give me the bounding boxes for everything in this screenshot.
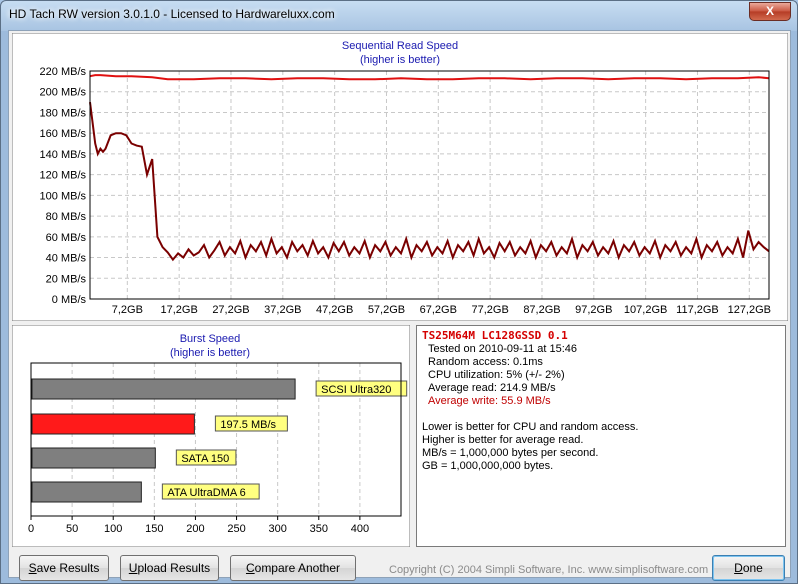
read-chart-frame [12, 33, 788, 321]
read-xtick-label: 7,2GB [112, 304, 143, 316]
cpu-utilization: CPU utilization: 5% (+/- 2%) [428, 369, 565, 381]
note-mbs-definition: MB/s = 1,000,000 bytes per second. [422, 447, 599, 459]
read-xtick-label: 97,2GB [575, 304, 612, 316]
burst-chart-frame [12, 325, 410, 547]
read-ytick-label: 80 MB/s [46, 211, 87, 223]
done-label: one [742, 561, 763, 575]
compare-drive-button[interactable]: Compare Another Drive [230, 555, 356, 581]
write-speed-line [89, 101, 770, 262]
burst-bar-label: SATA 150 [181, 453, 229, 465]
upload-results-button[interactable]: Upload Results [120, 555, 219, 581]
burst-xtick-label: 300 [268, 523, 286, 535]
save-accel: S [28, 561, 37, 575]
read-ytick-label: 0 MB/s [52, 294, 87, 306]
burst-bar [31, 447, 156, 469]
burst-xtick-label: 50 [66, 523, 78, 535]
read-ytick-label: 220 MB/s [40, 66, 87, 78]
read-ytick-label: 40 MB/s [46, 253, 87, 265]
read-xtick-label: 67,2GB [420, 304, 457, 316]
read-xtick-label: 117,2GB [676, 304, 719, 316]
burst-label-box [214, 415, 288, 432]
read-xtick-label: 127,2GB [728, 304, 771, 316]
read-ytick-label: 160 MB/s [40, 128, 87, 140]
burst-label-box [315, 380, 408, 397]
title-bar[interactable]: HD Tach RW version 3.0.1.0 - Licensed to… [1, 1, 797, 29]
burst-bar [31, 413, 195, 435]
read-chart-title: Sequential Read Speed [342, 40, 458, 52]
average-read: Average read: 214.9 MB/s [428, 382, 556, 394]
burst-label-box [175, 449, 237, 466]
close-button[interactable]: X [749, 2, 791, 21]
drive-info-panel: TS25M64M LC128GSSD 0.1 Tested on 2010-09… [416, 325, 786, 547]
burst-label-box [161, 483, 260, 500]
done-button[interactable]: Done [712, 555, 785, 581]
read-xtick-label: 47,2GB [316, 304, 353, 316]
burst-xtick-label: 150 [145, 523, 163, 535]
read-speed-line [89, 74, 770, 81]
burst-bar-label: SCSI Ultra320 [321, 384, 391, 396]
done-accel: D [734, 561, 743, 575]
read-ytick-label: 140 MB/s [40, 149, 87, 161]
burst-xtick-label: 200 [186, 523, 204, 535]
read-xtick-label: 17,2GB [160, 304, 197, 316]
compare-accel: C [245, 561, 255, 575]
burst-bar-label: 197.5 MB/s [220, 419, 276, 431]
read-xtick-label: 27,2GB [212, 304, 249, 316]
read-chart-subtitle: (higher is better) [360, 54, 440, 66]
drive-name: TS25M64M LC128GSSD 0.1 [422, 329, 568, 342]
burst-bar [31, 378, 296, 400]
burst-xtick-label: 0 [28, 523, 34, 535]
upload-label: pload Results [137, 561, 211, 575]
read-xtick-label: 77,2GB [471, 304, 508, 316]
tested-on: Tested on 2010-09-11 at 15:46 [428, 343, 578, 355]
read-xtick-label: 107,2GB [624, 304, 667, 316]
read-xtick-label: 87,2GB [523, 304, 560, 316]
burst-plot-area [30, 362, 402, 517]
burst-chart-subtitle: (higher is better) [170, 347, 250, 359]
note-lower-better: Lower is better for CPU and random acces… [422, 421, 639, 433]
read-ytick-label: 100 MB/s [40, 190, 87, 202]
note-gb-definition: GB = 1,000,000,000 bytes. [422, 460, 554, 472]
burst-speed-chart: Burst Speed (higher is better) SCSI Ultr… [12, 325, 410, 547]
read-xtick-label: 37,2GB [264, 304, 301, 316]
read-ytick-label: 180 MB/s [40, 107, 87, 119]
random-access: Random access: 0.1ms [428, 356, 543, 368]
read-ytick-label: 20 MB/s [46, 273, 87, 285]
burst-xtick-label: 350 [310, 523, 328, 535]
read-ytick-label: 60 MB/s [46, 232, 87, 244]
burst-bar [31, 481, 142, 503]
burst-bar-label: ATA UltraDMA 6 [167, 487, 245, 499]
average-write: Average write: 55.9 MB/s [428, 395, 551, 407]
read-xtick-label: 57,2GB [368, 304, 405, 316]
burst-xtick-label: 400 [351, 523, 369, 535]
window-title: HD Tach RW version 3.0.1.0 - Licensed to… [9, 7, 335, 21]
note-higher-better: Higher is better for average read. [422, 434, 584, 446]
burst-xtick-label: 100 [104, 523, 122, 535]
upload-accel: U [128, 561, 138, 575]
save-label: ave Results [36, 561, 100, 575]
burst-chart-title: Burst Speed [180, 333, 241, 345]
read-ytick-label: 200 MB/s [40, 87, 87, 99]
read-ytick-label: 120 MB/s [40, 170, 87, 182]
burst-xtick-label: 250 [227, 523, 245, 535]
sequential-read-chart: Sequential Read Speed (higher is better)… [12, 33, 788, 321]
read-plot-area [89, 70, 770, 300]
client-area: Sequential Read Speed (higher is better)… [8, 30, 791, 581]
compare-label: ompare Another Drive [254, 561, 341, 575]
save-results-button[interactable]: Save Results [19, 555, 109, 581]
copyright-text: Copyright (C) 2004 Simpli Software, Inc.… [389, 564, 709, 576]
